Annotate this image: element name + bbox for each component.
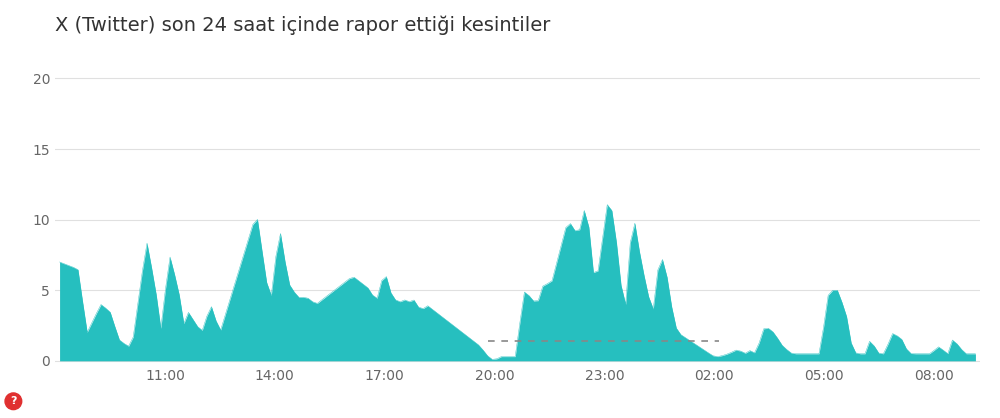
Text: X (Twitter) son 24 saat içinde rapor ettiği kesintiler: X (Twitter) son 24 saat içinde rapor ett… <box>55 15 550 35</box>
Text: ?: ? <box>10 396 17 406</box>
